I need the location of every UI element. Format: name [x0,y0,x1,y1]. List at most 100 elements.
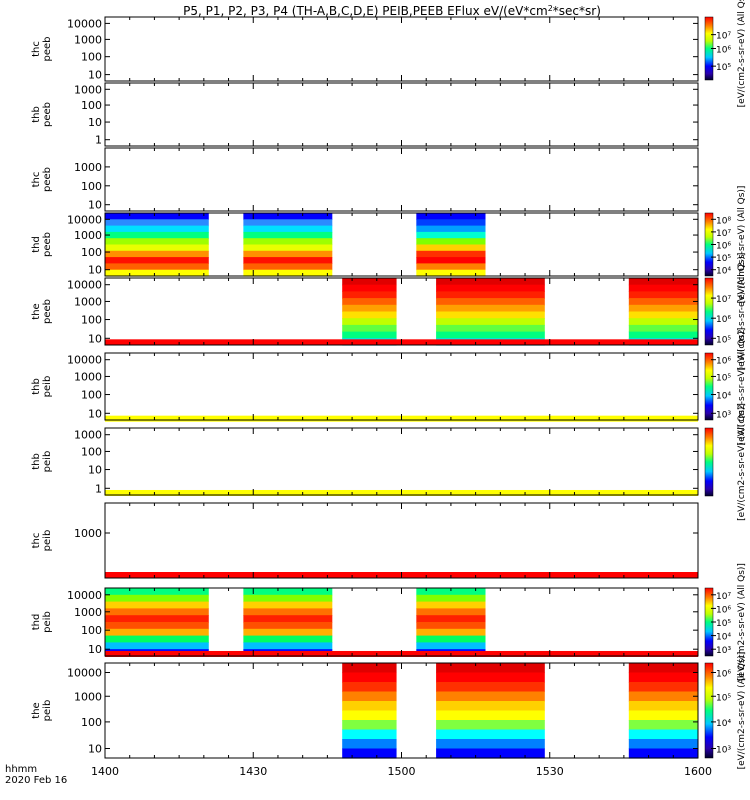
y-tick-label: 100 [81,445,102,458]
spectrogram-cell [342,682,397,693]
spectrogram-cell [105,608,209,616]
spectrogram-cell [436,284,545,292]
panel-thd-peib-9: 10000 1000 100 10 thdpeib [31,587,699,657]
spectrogram-cell [243,642,333,650]
spectrogram-block [342,278,397,346]
spectrogram-cell [105,628,209,637]
spectrogram-cell [436,298,545,306]
spectrogram-cell [416,231,486,239]
spectrogram-cell [416,263,486,271]
panels-layer: 10000100010010thcpeeb1000100101thbpeeb10… [31,16,712,778]
spectrogram-cell [342,748,397,759]
y-axis-label: thbpeeb [31,102,53,127]
colorbar-tick-label: 10⁴ [716,392,731,402]
panel-frame [104,16,699,82]
colorbar-tick-label: 10⁶ [716,46,731,56]
y-axis-label-line: peeb [42,37,53,62]
spectrogram-cell [105,263,209,271]
spectrogram-cell [243,244,333,252]
y-axis-label-line: peeb [42,167,53,192]
spectrogram-cell [416,225,486,233]
spectrogram-cell [243,257,333,264]
panel-thb-peeb-2: 1000 100 10 1 thbpeeb [31,82,699,147]
colorbar-tick-label: 10⁷ [716,229,731,239]
y-tick-label: 100 [81,389,102,402]
spectrogram-cell [342,318,397,326]
panel-the-peeb-5: 10000 1000 100 10 thepeeb [31,277,699,346]
spectrogram-block [243,588,333,657]
y-tick-label: 10000 [67,589,102,602]
y-axis-label-line: thb [31,378,42,395]
spectrogram-cell [105,601,209,609]
colorbar-scale [704,352,714,421]
chart-title-main: P5, P1, P2, P3, P4 (TH-A,B,C,D,E) PEIB,P… [183,4,548,18]
spectrogram-block [105,588,209,657]
spectrogram-cell [342,304,397,313]
spectrogram-cell [416,608,486,616]
panel-thc-peib-8: 1000 thcpeib [31,502,699,579]
y-axis-label: thepeib [31,700,53,722]
y-axis-label-line: peib [42,451,53,473]
y-axis-label: thdpeib [31,611,53,633]
panel-thd-peeb-4: 10000 1000 100 10 thdpeeb [31,212,699,277]
colorbar-4: 10⁶ 10⁵ 10⁴ 10³ [eV/(cm2-s-sr-eV) (All Qs)] [704,328,747,445]
spectrogram-cell [416,244,486,252]
spectrogram-cell [342,298,397,306]
panel-frame [104,277,699,346]
colorbar-scale [704,277,714,346]
spectrogram-cell [628,284,698,292]
chart-title: P5, P1, P2, P3, P4 (TH-A,B,C,D,E) PEIB,P… [183,4,601,18]
spectrogram-cell [436,710,545,721]
spectrogram-cell [436,311,545,319]
colorbar-tick-label: 10⁴ [716,267,731,277]
y-tick-label: 1000 [74,33,102,46]
panel-thc-peeb-1: 10000 1000 100 10 thcpeeb [31,16,699,82]
y-axis-label-line: thc [31,172,42,188]
colorbar-tick-label: 10⁶ [716,605,731,615]
y-axis-label-line: thc [31,41,42,57]
y-tick-label: 100 [81,51,102,64]
y-tick-label: 10 [88,743,102,756]
colorbar-tick-label: 10⁵ [716,373,731,383]
spectrogram-cell [436,729,545,740]
y-tick-label: 100 [81,99,102,112]
spectrogram-cell [243,213,333,220]
y-tick-label: 10 [88,407,102,420]
y-axis-label-line: peib [42,530,53,552]
spectrogram-block [416,213,486,277]
spectrogram-cell [243,601,333,609]
spectrogram-cell [105,213,209,220]
x-tick-label: 1530 [536,765,564,778]
y-tick-label: 10 [88,264,102,277]
spectrogram-cell [416,622,486,630]
spectrogram-cell [628,291,698,299]
colorbar-tick-label: 10⁷ [716,32,731,42]
spectrogram-cell [436,324,545,333]
y-axis-label-line: thb [31,453,42,470]
colorbar-5: [eV/(cm2-s-sr-eV) (All Qs)] [704,403,747,521]
y-tick-label: 100 [81,716,102,729]
y-tick-label: 100 [81,180,102,193]
spectrogram-cell [416,635,486,643]
chart-title-tail: *sec*sr) [553,4,601,18]
colorbar-label: [eV/(cm2-s-sr-eV) (All Qs)] [737,652,747,770]
spectrogram-cell [436,318,545,326]
spectrogram-cell [105,231,209,239]
y-axis-label-line: peib [42,700,53,722]
y-axis-label-line: peib [42,376,53,398]
y-tick-label: 100 [81,314,102,327]
colorbar-tick-label: 10⁶ [716,357,731,367]
spectrogram-cell [243,263,333,271]
spectrogram-cell [342,729,397,740]
spectrogram-cell [243,628,333,637]
colorbar-1: 10⁷ 10⁶ 10⁵ [eV/(cm2-s-sr-eV) (All Qs)] [704,0,747,107]
spectrogram-cell [628,663,698,674]
y-axis-label: thepeeb [31,299,53,324]
x-axis-date: 2020 Feb 16 [5,775,67,786]
spectrogram-cell [342,663,397,674]
spectrogram-cell [436,291,545,299]
y-tick-label: 10 [88,116,102,129]
panel-thc-peeb-3: 1000 100 10 thcpeeb [31,147,699,212]
y-tick-label: 10 [88,464,102,477]
spectrogram-block [628,663,698,759]
